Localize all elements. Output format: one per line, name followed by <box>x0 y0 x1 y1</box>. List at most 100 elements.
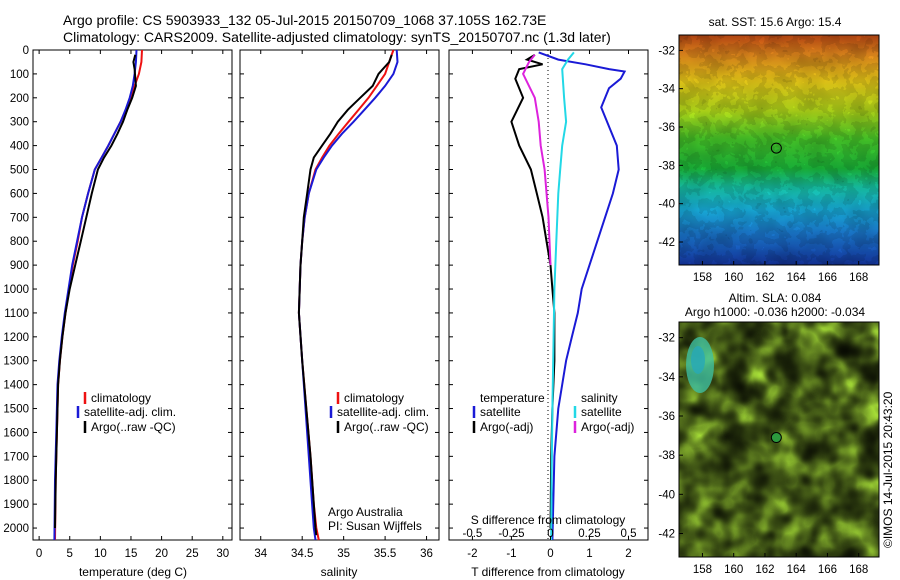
depth-tick-label: 1600 <box>3 427 29 439</box>
map-x-tick-label: 162 <box>755 564 774 576</box>
map-y-tick-label: -36 <box>658 411 675 423</box>
temperature-legend: climatology satellite-adj. clim. Argo(..… <box>76 391 176 434</box>
x-tick-label: 0 <box>547 548 553 560</box>
x-tick-label: 34.5 <box>291 548 313 560</box>
x-tick-label: 34 <box>254 548 267 560</box>
legend-label-climatology: climatology <box>91 391 151 405</box>
legend-label-argo: Argo(..raw -QC) <box>91 420 176 434</box>
x2-tick-label: 0.25 <box>578 528 600 540</box>
map-x-tick-label: 160 <box>724 564 743 576</box>
depth-tick-label: 300 <box>10 117 29 129</box>
legend-label-argo: Argo(..raw -QC) <box>344 420 429 434</box>
x-tick-label: 36 <box>420 548 433 560</box>
depth-tick-label: 1100 <box>4 308 29 320</box>
depth-tick-label: 2000 <box>3 523 29 535</box>
x-tick-label: 0 <box>36 548 42 560</box>
sla-eddy-teal-core <box>691 346 705 374</box>
map-y-tick-label: -32 <box>658 45 675 57</box>
depth-tick-label: 1800 <box>3 475 29 487</box>
x-tick-label: 35 <box>337 548 350 560</box>
series-line-2 <box>54 54 137 529</box>
sla-float-marker <box>770 432 782 444</box>
sst-texture-light <box>679 35 879 265</box>
depth-tick-label: 1300 <box>3 356 29 368</box>
legend-heading-salinity: salinity <box>581 391 618 405</box>
x2-tick-label: -0.25 <box>498 528 524 540</box>
legend-label-sal-argo: Argo(-adj) <box>581 420 634 434</box>
x-tick-label: 5 <box>67 548 73 560</box>
sst-map-frame <box>678 34 880 266</box>
depth-tick-label: 900 <box>10 260 29 272</box>
x-tick-label: 30 <box>216 548 229 560</box>
legend-label-satellite: satellite-adj. clim. <box>337 405 429 419</box>
depth-tick-label: 700 <box>10 212 29 224</box>
map-x-tick-label: 168 <box>849 272 868 284</box>
depth-tick-label: 1700 <box>3 451 29 463</box>
depth-tick-label: 1200 <box>3 332 29 344</box>
sst-map-axes: 158 160 162 164 166 168 -32 -34 -36 -38 -40 -42 <box>658 45 868 284</box>
legend-heading-temperature: temperature <box>480 391 545 405</box>
depth-tick-label: 200 <box>10 93 29 105</box>
salinity-legend: climatology satellite-adj. clim. Argo(..… <box>329 391 429 434</box>
legend-label-satellite: satellite-adj. clim. <box>84 405 176 419</box>
x2-tick-label: 0.5 <box>620 528 636 540</box>
annotation-argo-australia: Argo Australia <box>328 505 403 519</box>
depth-tick-label: 1900 <box>3 499 29 511</box>
series-line-1 <box>297 49 399 541</box>
map-x-tick-label: 164 <box>787 272 807 284</box>
sst-map-title: sat. SST: 15.6 Argo: 15.4 <box>709 15 842 29</box>
map-x-tick-label: 158 <box>693 272 712 284</box>
depth-tick-label: 1000 <box>3 284 29 296</box>
salinity-plot: 34 34.5 35 35.5 36 <box>240 49 439 560</box>
map-y-tick-label: -36 <box>658 122 675 134</box>
map-y-tick-label: -42 <box>658 529 675 541</box>
temperature-xlabel: temperature (deg C) <box>79 565 187 579</box>
difference-plot: -2 -1 0 1 2 -0.5 -0.25 0 0.25 0.5 <box>449 49 648 560</box>
x-tick-label: 10 <box>94 548 107 560</box>
header-line-2: Climatology: CARS2009. Satellite-adjuste… <box>63 29 611 45</box>
map-y-tick-label: -38 <box>658 160 675 172</box>
map-x-tick-label: 168 <box>849 564 868 576</box>
map-y-tick-label: -34 <box>658 84 675 96</box>
map-x-tick-label: 166 <box>818 564 837 576</box>
map-x-tick-label: 162 <box>755 272 774 284</box>
temperature-panel-frame <box>32 49 233 541</box>
x-tick-label: 35.5 <box>374 548 396 560</box>
map-y-tick-label: -42 <box>658 237 675 249</box>
depth-tick-label: 1400 <box>3 380 29 392</box>
difference-xlabel-2: S difference from climatology <box>471 513 626 527</box>
x2-tick-label: 0 <box>547 528 553 540</box>
depth-tick-label: 100 <box>10 69 29 81</box>
series-line-3 <box>521 54 552 266</box>
sst-float-marker <box>770 142 782 154</box>
map-y-tick-label: -32 <box>658 333 675 345</box>
sla-map-subtitle: Argo h1000: -0.036 h2000: -0.034 <box>685 305 865 319</box>
depth-tick-label: 1500 <box>3 404 29 416</box>
sst-map <box>679 35 879 265</box>
sla-map-title: Altim. SLA: 0.084 <box>729 291 822 305</box>
depth-tick-label: 500 <box>10 165 29 177</box>
difference-xlabel: T difference from climatology <box>471 565 625 579</box>
legend-label-climatology: climatology <box>344 391 404 405</box>
x-tick-label: 2 <box>625 548 631 560</box>
x-tick-label: -2 <box>467 548 477 560</box>
map-x-tick-label: 164 <box>787 564 807 576</box>
depth-axis: 0 100 200 300 400 500 600 700 800 900 1000 1100 1200… <box>3 45 29 535</box>
depth-tick-label: 800 <box>10 236 29 248</box>
x2-tick-label: -0.5 <box>462 528 482 540</box>
x-tick-label: 15 <box>125 548 138 560</box>
map-x-tick-label: 158 <box>693 564 712 576</box>
sla-map-axes: 158 160 162 164 166 168 -32 -34 -36 -38 -40 -42 <box>658 333 868 576</box>
map-y-tick-label: -34 <box>658 372 675 384</box>
map-y-tick-label: -40 <box>658 489 675 501</box>
legend-label-temp-satellite: satellite <box>480 405 521 419</box>
x-tick-label: -1 <box>506 548 516 560</box>
sla-map <box>679 322 879 557</box>
map-y-tick-label: -38 <box>658 450 675 462</box>
x-tick-label: 1 <box>586 548 592 560</box>
map-y-tick-label: -40 <box>658 199 675 211</box>
salinity-xlabel: salinity <box>321 565 358 579</box>
legend-label-temp-argo: Argo(-adj) <box>480 420 533 434</box>
series-line-0 <box>538 51 627 541</box>
